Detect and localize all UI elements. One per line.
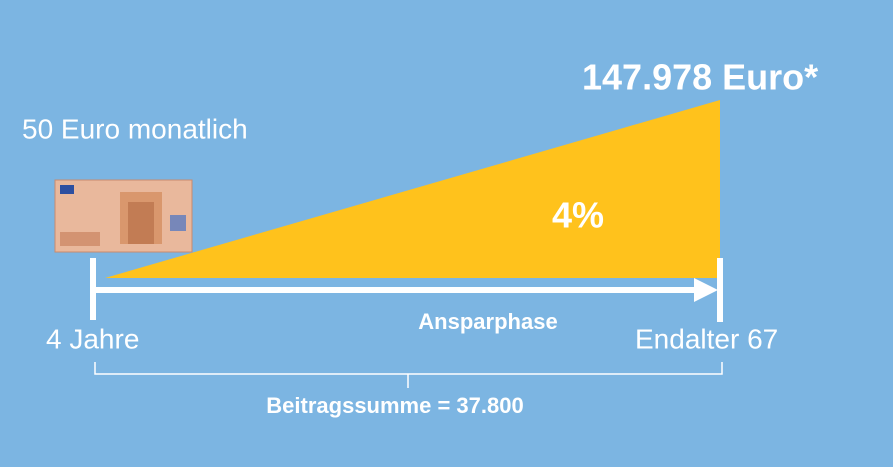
arrow-head	[694, 278, 718, 302]
total-label: Beitragssumme = 37.800	[266, 393, 523, 418]
growth-triangle	[105, 100, 720, 278]
sum-bracket	[94, 362, 723, 388]
monthly-label: 50 Euro monatlich	[22, 113, 248, 144]
banknote-flag	[60, 185, 74, 194]
banknote	[54, 179, 193, 253]
end-label: Endalter 67	[635, 323, 778, 354]
banknote-border	[54, 179, 193, 253]
phase-label: Ansparphase	[418, 309, 557, 334]
start-label: 4 Jahre	[46, 323, 139, 354]
banknote-arch	[128, 202, 154, 244]
banknote-hologram	[170, 215, 186, 231]
banknote-denomination	[60, 232, 100, 246]
rate-label: 4%	[552, 195, 604, 236]
final-amount: 147.978 Euro*	[582, 57, 818, 98]
